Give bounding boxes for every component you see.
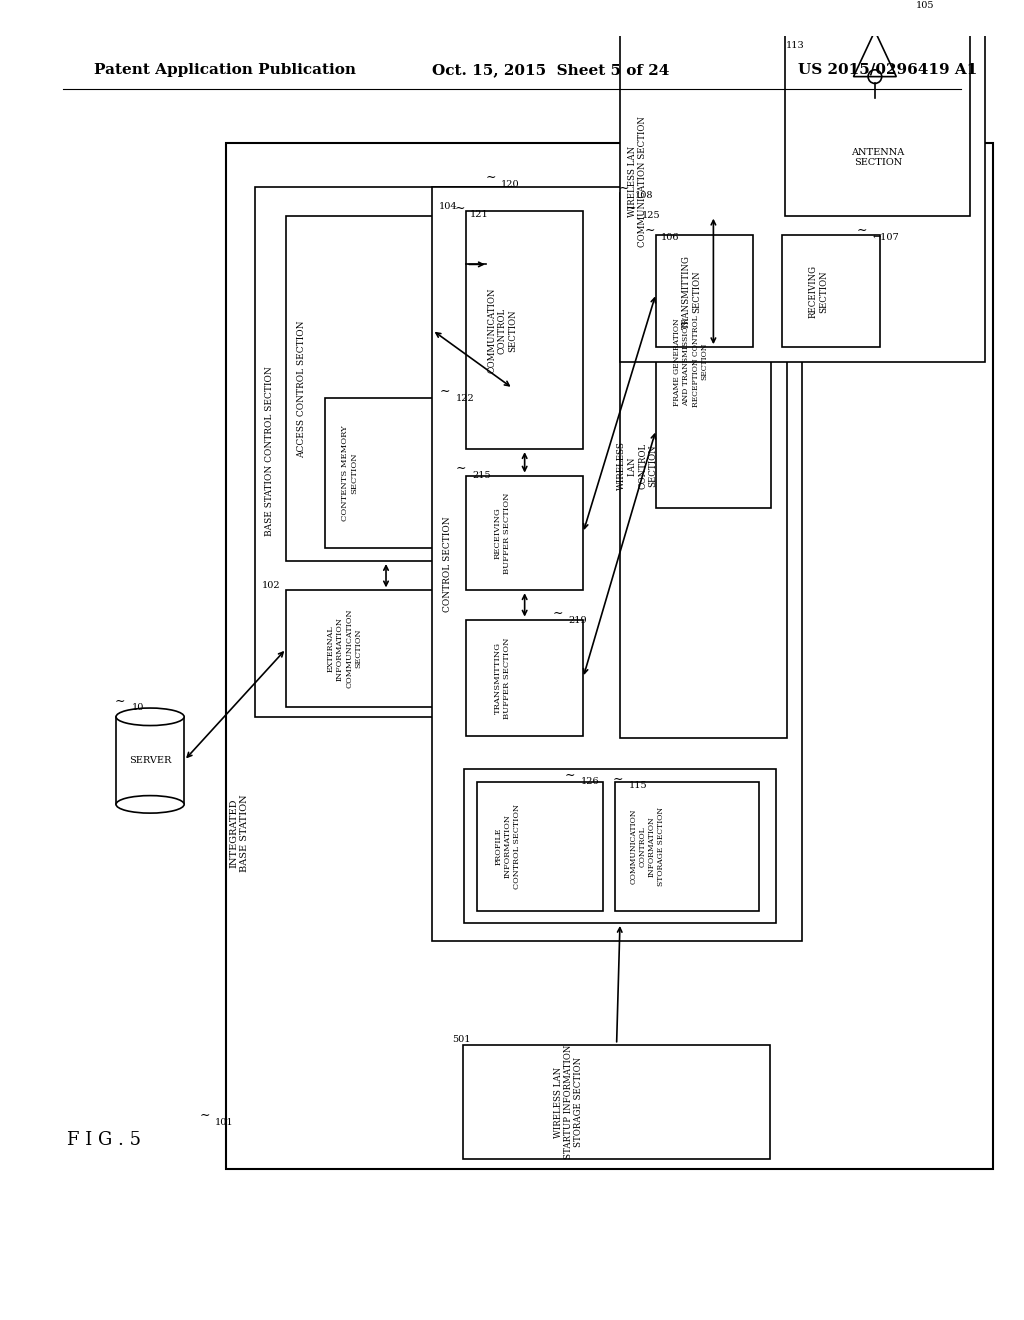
Text: Oct. 15, 2015  Sheet 5 of 24: Oct. 15, 2015 Sheet 5 of 24: [432, 63, 670, 77]
Text: ∼: ∼: [645, 224, 655, 236]
Text: ACCESS CONTROL SECTION: ACCESS CONTROL SECTION: [297, 321, 306, 458]
Text: ∼: ∼: [612, 772, 624, 785]
Text: ANTENNA
SECTION: ANTENNA SECTION: [851, 148, 904, 168]
Text: 121: 121: [470, 210, 488, 219]
Bar: [466, 475, 583, 590]
Text: COMMUNICATION
CONTROL
SECTION: COMMUNICATION CONTROL SECTION: [487, 288, 517, 374]
Text: ∼: ∼: [485, 172, 496, 185]
Text: WIRELESS LAN
STARTUP INFORMATION
STORAGE SECTION: WIRELESS LAN STARTUP INFORMATION STORAGE…: [554, 1045, 584, 1159]
Bar: [326, 397, 469, 549]
Bar: [432, 186, 802, 941]
Bar: [466, 211, 583, 449]
Text: ∼: ∼: [200, 1109, 210, 1122]
Text: CONTROL SECTION: CONTROL SECTION: [443, 516, 453, 612]
Text: PROFILE
INFORMATION
CONTROL SECTION: PROFILE INFORMATION CONTROL SECTION: [495, 804, 521, 888]
Text: 125: 125: [641, 211, 660, 220]
Text: 108: 108: [635, 191, 653, 199]
Text: COMMUNICATION
CONTROL
INFORMATION
STORAGE SECTION: COMMUNICATION CONTROL INFORMATION STORAG…: [630, 807, 665, 886]
Text: FRAME GENERATION
AND TRANSMISSION/
RECEPTION CONTROL
SECTION: FRAME GENERATION AND TRANSMISSION/ RECEP…: [673, 315, 709, 408]
Bar: [782, 235, 880, 347]
Text: ∼: ∼: [857, 224, 867, 236]
Text: WIRELESS
LAN
CONTROL
SECTION: WIRELESS LAN CONTROL SECTION: [617, 441, 657, 490]
Text: 101: 101: [215, 1118, 233, 1127]
Text: ∼: ∼: [618, 182, 629, 195]
Bar: [226, 143, 992, 1170]
Bar: [287, 215, 485, 561]
Bar: [615, 781, 759, 911]
Text: US 2015/0296419 A1: US 2015/0296419 A1: [798, 63, 977, 77]
Text: RECEIVING
SECTION: RECEIVING SECTION: [809, 265, 828, 318]
Ellipse shape: [116, 708, 184, 726]
Text: ∼: ∼: [626, 202, 636, 215]
Text: ←107: ←107: [872, 232, 900, 242]
Text: 120: 120: [502, 180, 520, 189]
Bar: [620, 1, 985, 362]
Bar: [477, 781, 603, 911]
Text: 113: 113: [785, 41, 804, 50]
Text: 219: 219: [568, 616, 587, 624]
Ellipse shape: [116, 796, 184, 813]
Bar: [466, 619, 583, 737]
Text: ∼: ∼: [553, 607, 563, 620]
Text: 106: 106: [660, 232, 679, 242]
Text: Patent Application Publication: Patent Application Publication: [93, 63, 355, 77]
Text: ∼: ∼: [565, 768, 575, 781]
Text: SERVER: SERVER: [129, 756, 171, 766]
Text: 102: 102: [262, 581, 281, 590]
Text: TRANSMITTING
BUFFER SECTION: TRANSMITTING BUFFER SECTION: [494, 638, 511, 718]
Bar: [116, 717, 184, 804]
Text: EXTERNAL
INFORMATION
COMMUNICATION
SECTION: EXTERNAL INFORMATION COMMUNICATION SECTI…: [327, 609, 362, 689]
Text: 105: 105: [915, 1, 934, 11]
Text: BASE STATION CONTROL SECTION: BASE STATION CONTROL SECTION: [265, 367, 274, 536]
Bar: [255, 186, 513, 717]
Text: ∼: ∼: [115, 694, 125, 708]
Text: ∼: ∼: [455, 202, 465, 214]
Text: 10: 10: [132, 702, 144, 711]
Text: 115: 115: [629, 781, 647, 791]
Text: ∼: ∼: [456, 462, 467, 475]
Bar: [464, 770, 775, 923]
Bar: [656, 235, 754, 347]
Text: F I G . 5: F I G . 5: [68, 1131, 141, 1148]
Text: ∼: ∼: [439, 385, 451, 399]
Text: CONTENTS MEMORY
SECTION: CONTENTS MEMORY SECTION: [341, 425, 358, 521]
Bar: [620, 193, 787, 738]
Text: 126: 126: [581, 777, 600, 787]
Bar: [287, 590, 485, 708]
Text: 501: 501: [453, 1035, 471, 1044]
Text: 215: 215: [472, 471, 490, 480]
Text: TRANSMITTING
SECTION: TRANSMITTING SECTION: [682, 255, 701, 329]
Text: 122: 122: [456, 395, 474, 403]
Bar: [656, 215, 771, 508]
Text: WIRELESS LAN
COMMUNICATION SECTION: WIRELESS LAN COMMUNICATION SECTION: [628, 116, 647, 247]
Text: RECEIVING
BUFFER SECTION: RECEIVING BUFFER SECTION: [494, 492, 511, 574]
Bar: [463, 1044, 770, 1159]
Text: ∼: ∼: [900, 0, 910, 5]
Bar: [785, 24, 971, 215]
Text: 104: 104: [439, 202, 458, 210]
Text: INTEGRATED
BASE STATION: INTEGRATED BASE STATION: [229, 795, 249, 873]
